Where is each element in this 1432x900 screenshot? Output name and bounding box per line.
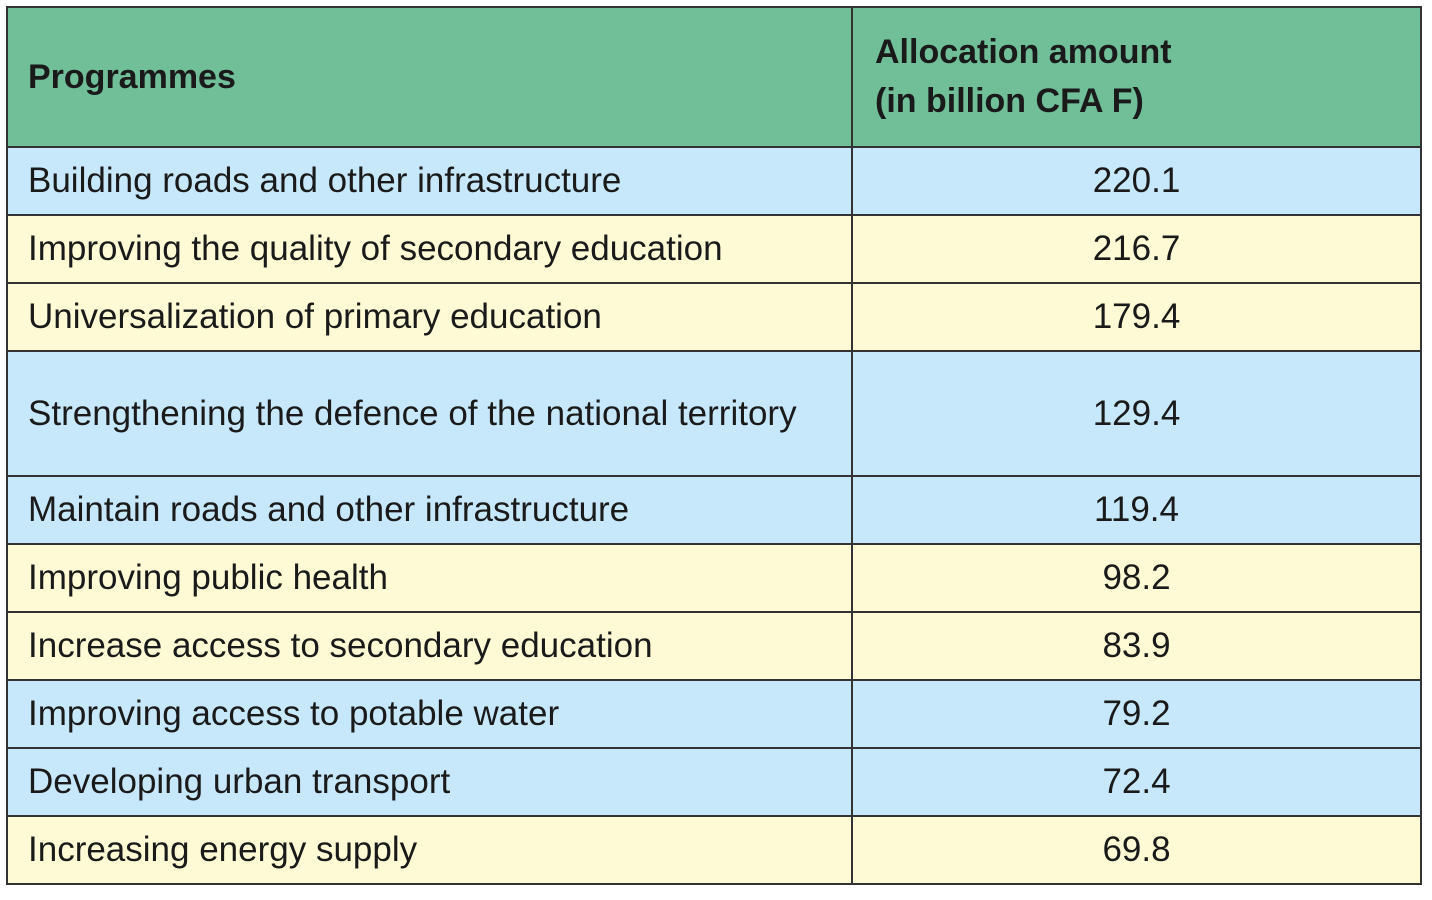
table-row: Improving access to potable water 79.2 <box>8 681 1420 749</box>
table-row: Building roads and other infrastructure … <box>8 148 1420 216</box>
allocation-table: Programmes Allocation amount (in billion… <box>6 6 1422 885</box>
programme-cell: Developing urban transport <box>8 749 853 815</box>
table-row: Strengthening the defence of the nationa… <box>8 352 1420 477</box>
amount-cell: 179.4 <box>1092 297 1181 336</box>
amount-cell: 69.8 <box>1102 830 1171 869</box>
programme-cell: Improving access to potable water <box>8 681 853 747</box>
header-allocation-amount: Allocation amount (in billion CFA F) <box>853 8 1420 146</box>
table-header-row: Programmes Allocation amount (in billion… <box>8 8 1420 148</box>
programme-cell: Building roads and other infrastructure <box>8 148 853 214</box>
amount-cell: 129.4 <box>1092 393 1181 433</box>
header-amount-line2: (in billion CFA F) <box>875 82 1144 120</box>
table-row: Increase access to secondary education 8… <box>8 613 1420 681</box>
table-row: Improving the quality of secondary educa… <box>8 216 1420 284</box>
amount-cell: 220.1 <box>1092 161 1181 200</box>
amount-cell: 83.9 <box>1102 626 1171 665</box>
table-row: Increasing energy supply 69.8 <box>8 817 1420 885</box>
programme-cell: Improving public health <box>8 545 853 611</box>
amount-cell: 72.4 <box>1102 762 1171 801</box>
programme-cell: Strengthening the defence of the nationa… <box>8 352 853 475</box>
programme-cell: Maintain roads and other infrastructure <box>8 477 853 543</box>
programme-cell: Universalization of primary education <box>8 284 853 350</box>
table-row: Universalization of primary education 17… <box>8 284 1420 352</box>
amount-cell: 79.2 <box>1102 694 1171 733</box>
table-row: Developing urban transport 72.4 <box>8 749 1420 817</box>
table-row: Improving public health 98.2 <box>8 545 1420 613</box>
header-programmes: Programmes <box>8 8 853 146</box>
header-amount-line1: Allocation amount <box>875 33 1172 71</box>
programme-cell: Increase access to secondary education <box>8 613 853 679</box>
amount-cell: 119.4 <box>1094 490 1179 529</box>
amount-cell: 98.2 <box>1102 558 1171 597</box>
programme-cell: Improving the quality of secondary educa… <box>8 216 853 282</box>
table-row: Maintain roads and other infrastructure … <box>8 477 1420 545</box>
amount-cell: 216.7 <box>1092 229 1181 268</box>
programme-cell: Increasing energy supply <box>8 817 853 883</box>
